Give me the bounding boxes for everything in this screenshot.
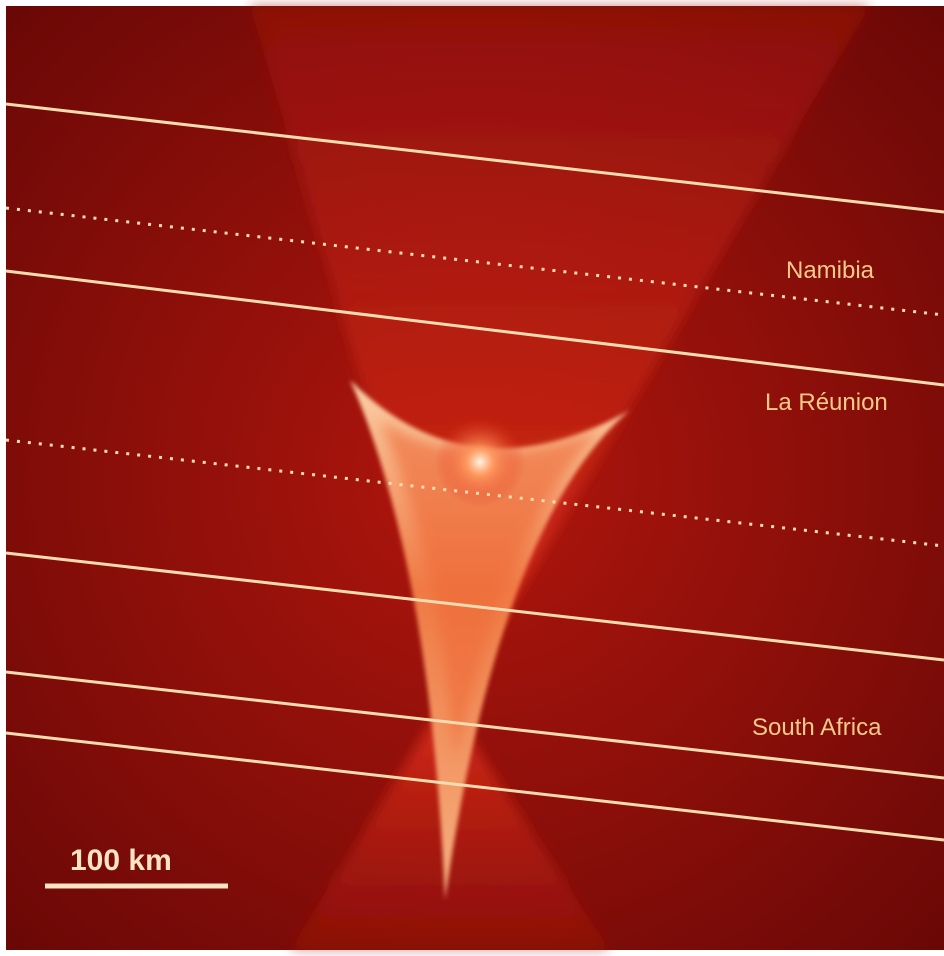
- chords: [5, 102, 944, 842]
- central-flash: [435, 417, 525, 507]
- site-label: South Africa: [752, 714, 882, 741]
- scale-label: 100 km: [70, 844, 172, 877]
- chord: [5, 102, 944, 214]
- site-label: Namibia: [786, 257, 875, 284]
- chord: [5, 551, 944, 662]
- caustic-core: [380, 420, 600, 760]
- chord: [5, 731, 944, 842]
- chord: [5, 269, 944, 387]
- chord: [5, 670, 944, 780]
- site-label: La Réunion: [765, 389, 888, 416]
